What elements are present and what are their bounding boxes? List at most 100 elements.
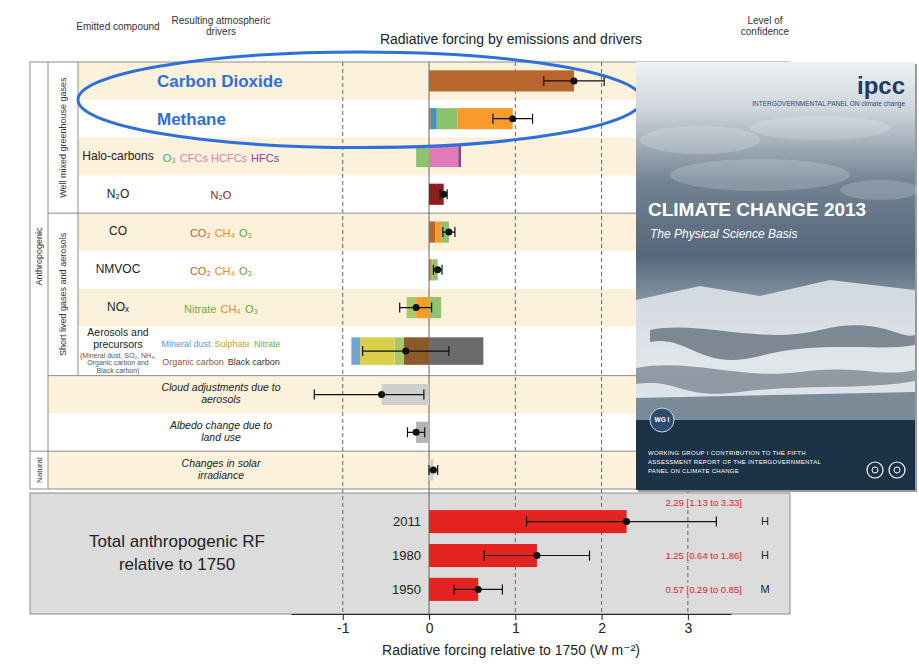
overlay-layer: Carbon DioxideMethane bbox=[78, 52, 642, 148]
total-dot bbox=[475, 586, 482, 593]
header-cell: Level of confidence bbox=[735, 6, 795, 46]
driver-label: O₃ bbox=[245, 303, 258, 315]
axis-line bbox=[292, 614, 732, 615]
compound-cell: NOₓ bbox=[80, 289, 156, 327]
drivers-cell-box: Cloud adjustments due to aerosols bbox=[158, 376, 284, 414]
bar-segment bbox=[437, 108, 458, 129]
drivers-cell-box: CO₂CH₄O₃ bbox=[158, 251, 284, 289]
driver-label: CO₂ bbox=[190, 265, 211, 277]
compound-label: NOₓ bbox=[107, 301, 129, 314]
total-dot bbox=[378, 391, 385, 398]
compound-cell-box: CO bbox=[80, 213, 156, 251]
drivers-cell: Changes in solar irradiance bbox=[158, 451, 284, 489]
group-label: Short lived gases and aerosols bbox=[58, 232, 68, 356]
drivers-cell: O₃CFCs HCFCsHFCs bbox=[158, 138, 284, 176]
label-patch bbox=[663, 549, 744, 562]
annotation: Carbon Dioxide bbox=[157, 72, 283, 91]
compound-cell: Aerosols and precursors(Mineral dust, SO… bbox=[80, 327, 156, 376]
drivers-cell: CO₂CH₄O₃ bbox=[158, 213, 284, 251]
tick: -1 bbox=[337, 614, 350, 636]
cover-badge bbox=[650, 408, 674, 432]
error-bar bbox=[363, 346, 449, 356]
drivers-cell: Cloud adjustments due to aerosols bbox=[158, 376, 284, 414]
tick-label: 2 bbox=[598, 620, 606, 636]
cover-text: WORKING GROUP I CONTRIBUTION TO THE FIFT… bbox=[648, 449, 828, 476]
bar-segment bbox=[416, 146, 429, 167]
cover-cloud bbox=[840, 180, 919, 200]
bar-segment bbox=[429, 221, 435, 242]
label-patch bbox=[663, 496, 744, 509]
driver-label: Nitrate bbox=[254, 340, 281, 350]
x-axis-title: Radiative forcing relative to 1750 (W m⁻… bbox=[382, 642, 640, 658]
group-label: Well mixed greenhouse gases bbox=[58, 77, 68, 198]
header-cell: Resulting atmospheric drivers bbox=[158, 6, 284, 46]
compound-label: NMVOC bbox=[96, 263, 141, 276]
driver-label: HFCs bbox=[251, 152, 279, 164]
tick: 2 bbox=[598, 614, 606, 636]
total-error-bar bbox=[454, 584, 502, 594]
cover-cloud bbox=[670, 159, 850, 191]
axis-layer: -10123Radiative forcing relative to 1750… bbox=[292, 614, 732, 658]
section-label: Natural bbox=[35, 457, 44, 483]
value-label: 0.57 [0.29 to 0.85] bbox=[665, 584, 742, 595]
total-error-bar bbox=[484, 551, 589, 561]
driver-label: CH₄ bbox=[220, 303, 240, 315]
year-label: 2011 bbox=[393, 514, 421, 529]
driver-label: O₃ bbox=[239, 227, 252, 239]
bar-segment bbox=[429, 108, 431, 129]
page-background bbox=[0, 0, 919, 667]
cover-ice bbox=[636, 280, 915, 410]
compound-cell-box: Aerosols and precursors(Mineral dust, SO… bbox=[80, 327, 156, 376]
header-cell: Emitted compound bbox=[76, 6, 160, 46]
driver-label: Sulphate bbox=[214, 340, 250, 350]
compound-label: CO bbox=[109, 225, 127, 238]
compound-cell: CO bbox=[80, 213, 156, 251]
error-bar bbox=[314, 390, 424, 400]
driver-label: Changes in solar irradiance bbox=[160, 458, 282, 481]
drivers-cell-box: Mineral dustSulphateNitrateOrganic carbo… bbox=[158, 327, 284, 376]
driver-label: CFCs HCFCs bbox=[180, 152, 247, 164]
drivers-line: Changes in solar irradiance bbox=[158, 458, 284, 482]
drivers-line: O₃CFCs HCFCsHFCs bbox=[158, 148, 284, 166]
totals-title: Total anthropogenic RF relative to 1750 bbox=[62, 531, 292, 577]
driver-label: O₃ bbox=[239, 265, 252, 277]
error-bar bbox=[443, 227, 455, 237]
year-label: 1950 bbox=[392, 582, 421, 597]
header-compound: Emitted compound bbox=[76, 21, 159, 32]
cover-layer: ipccINTERGOVERNMENTAL PANEL ON climate c… bbox=[636, 62, 919, 492]
x-axis: -10123 bbox=[292, 614, 732, 636]
tick: 1 bbox=[512, 614, 520, 636]
background-layer bbox=[0, 0, 919, 667]
header-cell-box: Resulting atmospheric drivers bbox=[158, 6, 284, 46]
cover-streak bbox=[636, 365, 915, 393]
error-bar bbox=[493, 114, 533, 124]
cover-badge-label: WG I bbox=[655, 416, 670, 423]
drivers-line: Albedo change due to land use bbox=[158, 420, 284, 444]
bar-segment bbox=[431, 259, 433, 280]
tick-label: 1 bbox=[512, 620, 520, 636]
compound-label: N₂O bbox=[107, 188, 130, 201]
total-dot bbox=[413, 304, 420, 311]
cover-text-cell: WORKING GROUP I CONTRIBUTION TO THE FIFT… bbox=[648, 440, 828, 484]
drivers-line: CO₂CH₄O₃ bbox=[158, 223, 284, 241]
cover-subtitle: The Physical Science Basis bbox=[650, 227, 797, 241]
bar-segment bbox=[458, 146, 461, 167]
error-bar bbox=[544, 76, 604, 86]
cover-cloud bbox=[640, 126, 760, 154]
compound-cell: N₂O bbox=[80, 175, 156, 213]
value-label: 1.25 [0.64 to 1.86] bbox=[665, 550, 742, 561]
header-confidence: Level of confidence bbox=[735, 15, 795, 37]
driver-label: CH₄ bbox=[215, 227, 235, 239]
section-divider bbox=[48, 62, 49, 489]
total-error-bar bbox=[527, 517, 717, 527]
compound-cell-box: NMVOC bbox=[80, 251, 156, 289]
header-cell-box: Emitted compound bbox=[76, 6, 160, 46]
cover-org: INTERGOVERNMENTAL PANEL ON climate chang… bbox=[752, 100, 905, 108]
bar-segment bbox=[429, 146, 458, 167]
compound-cell-box: Halo-carbons bbox=[80, 138, 156, 176]
compound-cell: Halo-carbons bbox=[80, 138, 156, 176]
drivers-cell: N₂O bbox=[158, 175, 284, 213]
label-patch bbox=[663, 583, 744, 596]
cover-emblem-core bbox=[872, 467, 878, 473]
drivers-cell: NitrateCH₄O₃ bbox=[158, 289, 284, 327]
